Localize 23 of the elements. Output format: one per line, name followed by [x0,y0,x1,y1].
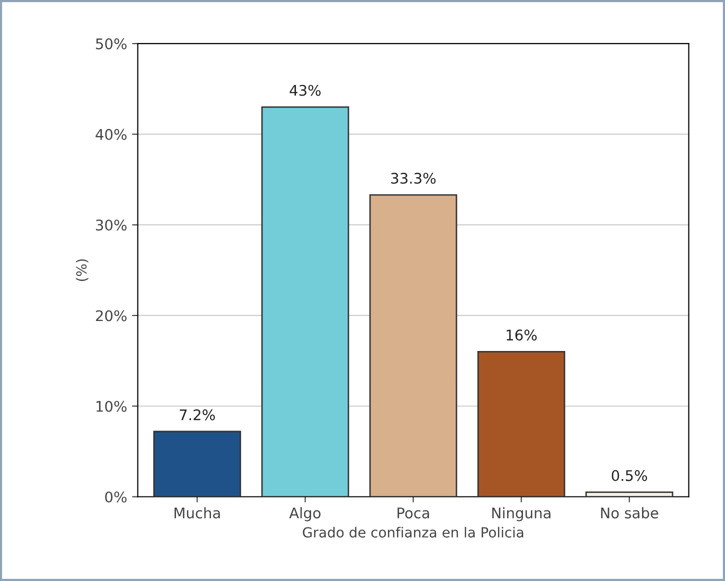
data-label: 33.3% [391,172,436,184]
y-axis-title: (%) [76,259,88,281]
y-tick-label: 20% [96,310,127,322]
x-tick-label: No sabe [601,507,658,518]
x-tick-label: Ninguna [492,507,550,522]
data-label: 16% [506,330,537,341]
bar [369,194,458,497]
bar [261,106,350,497]
y-tick-label: 10% [96,400,127,412]
x-tick-label: Algo [289,507,321,522]
y-tick-label: 0% [105,491,127,503]
y-tick-label: 30% [96,220,127,231]
x-axis-title: Grado de confianza en la Policia [302,526,524,538]
data-label: 7.2% [180,409,215,420]
x-tick-label: Mucha [174,507,220,518]
y-tick-label: 40% [96,128,127,140]
bar [477,351,566,497]
bar [153,430,242,497]
x-tick-label: Poca [398,508,429,518]
data-label: 0.5% [612,470,648,482]
data-label: 43% [290,84,321,96]
bar [585,492,674,497]
y-tick-label: 50% [96,38,127,50]
